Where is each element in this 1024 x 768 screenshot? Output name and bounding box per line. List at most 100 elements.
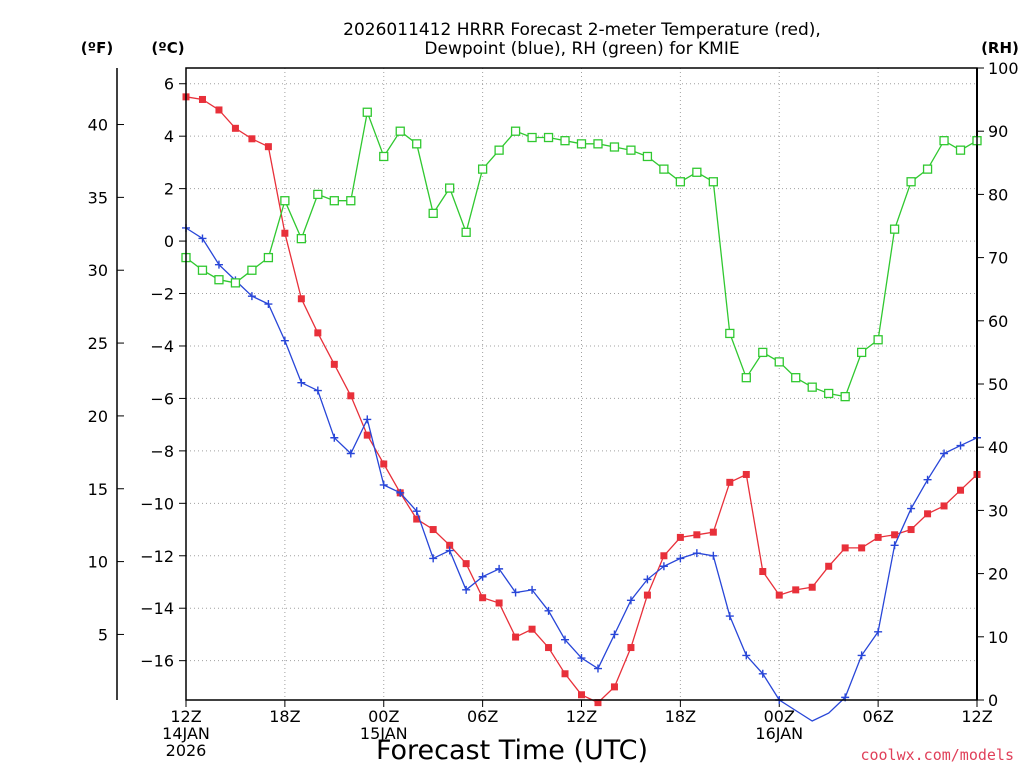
temperature-point (891, 531, 899, 539)
dewpoint-point (890, 541, 899, 550)
dewpoint-point (264, 300, 273, 309)
temperature-point (676, 533, 684, 541)
rh-axis: 0 10 20 30 40 50 60 70 80 90 100 (976, 59, 1019, 710)
temperature-point (792, 586, 800, 594)
rh-point (214, 275, 224, 285)
time-tick-label: 12Z (170, 707, 201, 726)
dewpoint-point (676, 554, 685, 563)
dewpoint-point (330, 433, 339, 442)
celsius-tick-label: 2 (164, 180, 174, 199)
rh-point (725, 328, 735, 339)
rh-point (346, 196, 356, 206)
rh-point (412, 139, 422, 149)
rh-point (609, 142, 620, 152)
rh-point (939, 136, 949, 146)
rh-point (758, 347, 768, 358)
temperature-point (429, 526, 437, 534)
rh-point (477, 164, 488, 174)
rh-tick-label: 100 (988, 59, 1019, 78)
celsius-tick-label: −14 (140, 599, 174, 618)
rh-point (313, 189, 323, 200)
temperature-line (185, 96, 978, 704)
dewpoint-point (561, 635, 570, 644)
dewpoint-point (907, 504, 916, 513)
rh-point (461, 227, 471, 237)
temperature-point (610, 683, 618, 691)
time-tick-label: 12Z (566, 707, 597, 726)
dewpoint-point (659, 562, 668, 571)
rh-series (181, 107, 982, 402)
dewpoint-point (643, 575, 652, 584)
celsius-tick-label: −6 (150, 389, 174, 408)
dewpoint-point (923, 475, 932, 484)
celsius-tick-label: 6 (164, 75, 174, 94)
rh-point (494, 145, 504, 155)
time-tick-label: 12Z (961, 707, 992, 726)
fahrenheit-tick-label: 20 (88, 407, 108, 426)
dewpoint-point (478, 572, 487, 581)
rh-point (807, 382, 817, 392)
dewpoint-point (379, 480, 388, 489)
dewpoint-point (297, 378, 306, 387)
celsius-tick-label: −12 (140, 547, 174, 566)
rh-tick-label: 30 (988, 501, 1008, 520)
dewpoint-point (198, 234, 207, 243)
celsius-tick-label: 4 (164, 127, 174, 146)
dewpoint-point (610, 630, 619, 639)
temperature-point (858, 544, 866, 552)
rh-point (708, 177, 718, 187)
credit-text: coolwx.com/models (860, 746, 1014, 764)
rh-point (543, 132, 554, 143)
rh-point (527, 132, 537, 143)
temperature-point (726, 478, 734, 486)
temperature-point (330, 360, 338, 368)
fahrenheit-tick-label: 25 (88, 334, 108, 353)
rh-point (445, 183, 455, 193)
dewpoint-point (511, 588, 520, 597)
rh-tick-label: 20 (988, 565, 1008, 584)
rh-point (791, 373, 801, 383)
celsius-tick-label: −4 (150, 337, 174, 356)
dewpoint-point (857, 651, 866, 660)
temperature-point (215, 106, 223, 114)
temperature-point (775, 591, 783, 599)
rh-tick-label: 70 (988, 249, 1008, 268)
rh-point (626, 145, 636, 155)
rh-tick-label: 90 (988, 122, 1008, 141)
fahrenheit-tick-label: 30 (88, 261, 108, 280)
data-series (181, 93, 982, 722)
rh-point (840, 391, 850, 402)
rh-tick-label: 80 (988, 185, 1008, 204)
rh-point (774, 357, 784, 367)
dewpoint-point (313, 386, 322, 395)
temperature-point (363, 431, 371, 439)
dewpoint-point (247, 292, 256, 301)
temperature-point (462, 560, 470, 568)
fahrenheit-tick-label: 35 (88, 188, 108, 207)
rh-point (873, 335, 883, 345)
temperature-point (578, 691, 585, 699)
x-axis-title: Forecast Time (UTC) (376, 735, 648, 766)
dewpoint-point (593, 664, 602, 673)
rh-point (922, 164, 933, 174)
dewpoint-point (363, 415, 372, 424)
temperature-point (561, 670, 569, 678)
dewpoint-point (758, 669, 767, 678)
rh-point (906, 177, 916, 187)
rh-point (955, 145, 966, 155)
rh-point (197, 265, 208, 275)
temperature-point (512, 633, 520, 641)
temperature-point (446, 541, 454, 549)
temperature-point (231, 124, 239, 132)
rh-point (510, 126, 521, 136)
dewpoint-point (725, 612, 734, 621)
temperature-point (907, 526, 915, 534)
time-tick-label: 18Z (269, 707, 300, 726)
temperature-point (874, 533, 882, 541)
temperature-point (248, 135, 256, 143)
time-tick-label: 15JAN (360, 724, 408, 743)
dewpoint-point (940, 449, 949, 458)
celsius-tick-label: −8 (150, 442, 174, 461)
